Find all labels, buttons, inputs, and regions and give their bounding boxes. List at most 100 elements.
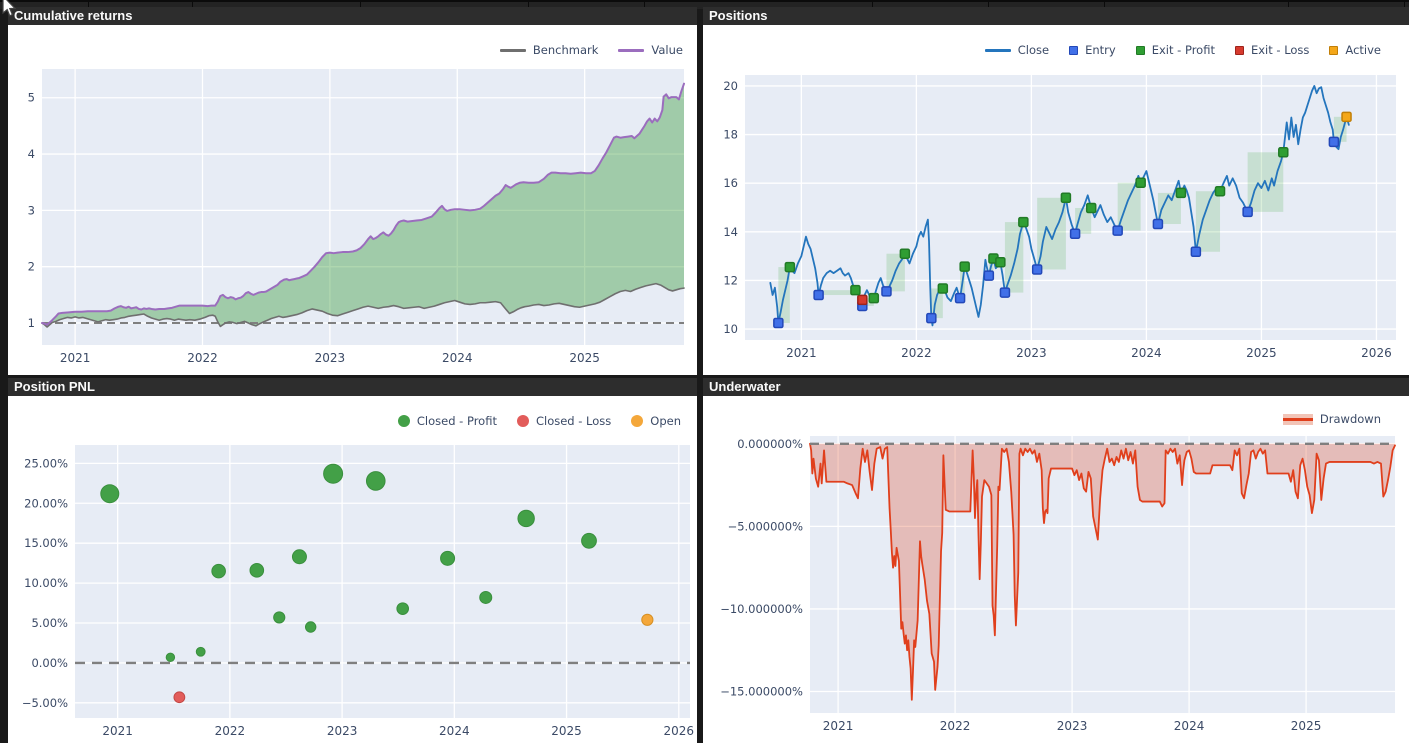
x-tick-label: 2025 [1291,719,1322,733]
exits_profit-marker [1278,147,1289,158]
x-tick-label: 2025 [551,724,582,738]
y-tick-label: −5.000000% [728,519,804,533]
x-tick-label: 2023 [1057,719,1088,733]
x-tick-label: 2025 [569,351,600,365]
strip-divider [528,2,529,9]
strip-divider [1288,2,1289,9]
entries-marker [1031,264,1043,275]
underwater-chart[interactable]: 2021 2022 2023 2024 2025 0.000000% −5.000000% −… [703,396,1409,743]
exits_profit-marker [899,248,911,259]
closed_profit-marker [273,611,286,624]
legend-label: Benchmark [532,43,599,57]
closed_profit-marker [323,463,344,484]
y-tick-label: 0.00% [31,656,68,670]
entries-marker [1112,225,1123,236]
closed-loss-swatch-icon [516,415,529,427]
panel-position-pnl: Position PNL Closed - Profit Closed - Los… [8,378,697,743]
strip-divider [1404,2,1405,9]
entries-marker [773,317,784,329]
closed_profit-marker [211,563,226,579]
entries-marker [1190,246,1202,257]
x-tick-label: 2024 [439,724,470,738]
x-tick-label: 2023 [1016,346,1047,360]
top-strip [0,0,1409,9]
active-marker [1341,111,1352,123]
x-tick-label: 2023 [327,724,358,738]
closed_profit-marker [100,484,120,504]
x-tick-label: 2021 [823,719,854,733]
exits_profit-marker [1060,192,1072,204]
x-tick-label: 2026 [664,724,695,738]
x-tick-label: 2023 [315,351,346,365]
x-tick-label: 2025 [1246,346,1277,360]
exits_loss-marker [857,294,868,306]
closed_loss-marker [173,691,186,704]
legend-item-active[interactable]: Active [1329,43,1381,57]
exits_profit-marker [937,283,949,294]
entry-swatch-icon [1069,45,1079,55]
entries-marker [1328,136,1340,148]
entries-marker [1152,218,1164,230]
cumulative-returns-chart[interactable]: 2021 2022 2023 2024 2025 1 2 3 4 5 [8,25,697,375]
position-pnl-chart[interactable]: 2021 2022 2023 2024 2025 2026 −5.00% 0.00% 5.00%… [8,396,697,743]
closed_profit-marker [440,550,456,566]
strip-divider [872,2,873,9]
panel-underwater: Underwater Drawdown 2021 2022 2023 2024 2025… [703,378,1409,743]
x-tick-label: 2022 [940,719,971,733]
y-tick-label: 25.00% [24,456,68,470]
x-tick-label: 2022 [215,724,246,738]
close-swatch-icon [984,48,1011,52]
y-tick-label: 14 [723,225,738,239]
legend-item-value[interactable]: Value [618,43,683,57]
y-tick-label: 4 [28,147,35,161]
trade-span [1333,116,1347,142]
trade-span [862,298,874,306]
exits_profit-marker [868,292,880,304]
panel-title-cumulative-returns: Cumulative returns [8,7,697,25]
y-tick-label: −10.000000% [720,602,803,616]
entries-marker [926,312,937,324]
legend-cumulative-returns: Benchmark Value [499,43,683,57]
legend-label: Closed - Profit [416,414,497,428]
entries-marker [999,287,1011,298]
y-tick-label: 3 [28,203,35,217]
closed_profit-marker [581,532,597,549]
panel-cumulative-returns: Cumulative returns Benchmark Value 2021 20… [8,7,697,375]
exits_profit-marker [1175,187,1187,199]
trade-span [1075,207,1092,234]
legend-item-entry[interactable]: Entry [1069,43,1116,57]
panel-positions: Positions Close Entry Exit - Profit Exit - … [703,7,1409,375]
x-tick-label: 2026 [1361,346,1392,360]
entries-marker [881,286,892,297]
strip-divider [644,2,645,9]
positions-chart[interactable]: 2021 2022 2023 2024 2025 2026 10 12 14 16 18 20 [703,25,1409,375]
legend-underwater: Drawdown [1282,412,1381,426]
exit-loss-swatch-icon [1234,45,1244,55]
mouse-cursor [2,0,17,17]
legend-item-open[interactable]: Open [631,414,681,428]
legend-label: Exit - Loss [1250,43,1310,57]
trade-span [1117,182,1141,231]
legend-item-drawdown[interactable]: Drawdown [1282,412,1381,426]
area-fill [810,443,1395,700]
y-tick-label: 16 [723,176,738,190]
legend-position-pnl: Closed - Profit Closed - Loss Open [397,414,681,428]
exits_profit-marker [1018,216,1029,228]
legend-item-exit-loss[interactable]: Exit - Loss [1234,43,1310,57]
value-swatch-icon [618,48,645,52]
y-tick-label: 10 [723,322,738,336]
closed-profit-swatch-icon [397,415,410,427]
legend-item-benchmark[interactable]: Benchmark [499,43,599,57]
legend-item-close[interactable]: Close [984,43,1049,57]
legend-item-closed-loss[interactable]: Closed - Loss [516,414,611,428]
y-tick-label: −5.00% [22,696,68,710]
legend-item-exit-profit[interactable]: Exit - Profit [1135,43,1215,57]
legend-label: Value [651,43,683,57]
trade-span [1195,191,1221,252]
closed_profit-marker [365,471,386,491]
entries-marker [813,289,824,301]
legend-item-closed-profit[interactable]: Closed - Profit [397,414,497,428]
value-line [41,82,685,326]
exit-profit-swatch-icon [1135,45,1145,55]
y-tick-label: −15.000000% [720,685,803,699]
